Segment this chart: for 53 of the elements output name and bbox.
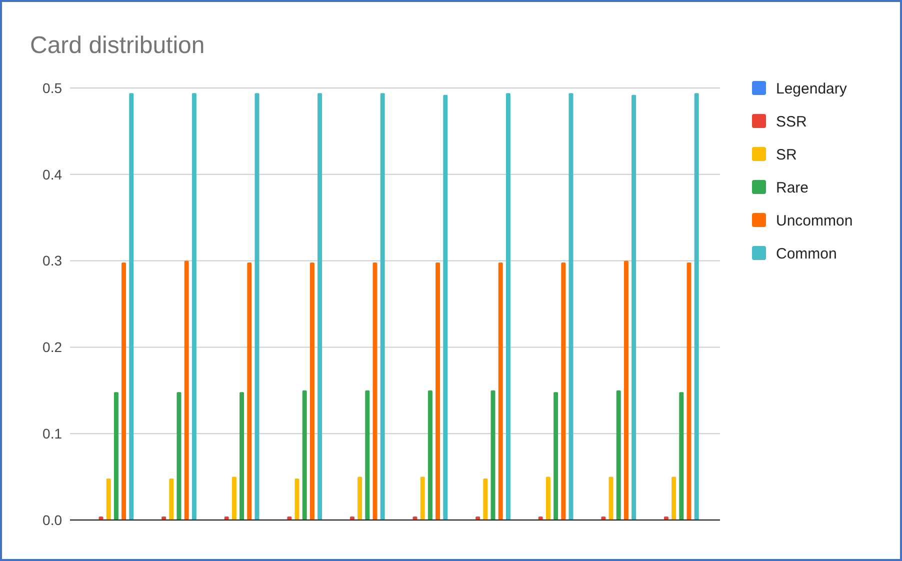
bar [608,476,614,520]
bar [554,392,558,520]
legend-label: Legendary [776,80,848,98]
bar [310,262,314,520]
bar [616,390,621,520]
bar [546,476,550,520]
bar [694,93,699,520]
bar [506,93,510,520]
legend-label: Uncommon [776,212,853,230]
legend-label: SSR [776,113,808,130]
bar [420,476,425,520]
bar [176,392,182,520]
bar [443,94,448,520]
y-tick-label: 0.5 [42,80,62,96]
bar [302,390,307,520]
bar [318,93,322,520]
bar [114,392,118,520]
bar [380,93,385,520]
bar [169,478,174,520]
y-tick-label: 0.1 [42,426,62,442]
chart-title: Card distribution [30,32,205,59]
bar [106,478,111,520]
bar [232,476,236,520]
bar [679,392,684,520]
bar [358,476,362,520]
legend-label: Common [776,245,837,262]
bar [129,93,134,520]
bar [436,262,440,520]
bar [254,93,260,520]
bar [247,262,252,520]
bar [294,478,300,520]
y-tick-label: 0.3 [42,252,62,269]
bar [624,260,628,520]
y-tick-label: 0.2 [42,339,62,356]
bar [672,476,676,520]
bar [686,262,692,520]
legend-label: SR [776,146,798,164]
bar [240,392,244,520]
bar [498,262,503,520]
y-tick-label: 0.4 [42,166,62,182]
legend-label: Rare [776,179,809,196]
y-tick-label: 0.0 [42,512,62,528]
bar [122,262,126,520]
bar [561,262,566,520]
bar [192,93,196,520]
bar [428,390,432,520]
bar [372,262,378,520]
bar [184,260,189,520]
bar [365,390,370,520]
bar [632,94,636,520]
bar [490,390,496,520]
bar [568,93,574,520]
bar [483,478,488,520]
